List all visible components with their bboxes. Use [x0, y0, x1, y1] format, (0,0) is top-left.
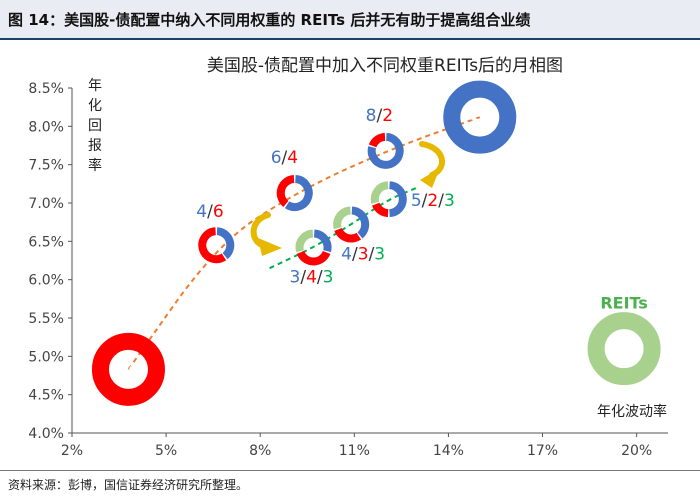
point-label-part: 3 [444, 191, 455, 211]
point-label-part: 3 [323, 267, 334, 287]
x-tick-label: 8% [249, 443, 271, 459]
y-tick-label: 5.0% [28, 349, 64, 365]
footer-divider [0, 470, 700, 471]
x-tick-label: 5% [155, 443, 177, 459]
point-label-part: / [369, 244, 375, 264]
stock-bond-frontier-curve [127, 116, 481, 370]
donut-segment-stock [388, 181, 407, 218]
point-label-part: / [207, 202, 213, 222]
y-axis-label-char: 化 [88, 98, 102, 114]
point-label-part: 5 [411, 191, 422, 211]
y-axis-label-char: 年 [88, 78, 102, 94]
donut-segment-reits [587, 312, 661, 386]
y-tick-label: 5.5% [28, 311, 64, 327]
x-tick-label: 20% [621, 443, 652, 459]
y-axis-label-char: 回 [88, 118, 102, 134]
scatter-chart: 美国股-债配置中加入不同权重REITs后的月相图 4.0% 4.5% 5.0% 5.5%… [28, 56, 668, 459]
x-tick-label: 2% [61, 443, 83, 459]
donut-segment-stock [443, 80, 517, 154]
point-label-part: 3 [374, 244, 385, 264]
reits-frontier-curve [269, 186, 418, 270]
portfolio-donut-3/4/3 [295, 229, 332, 266]
point-label-part: / [282, 148, 288, 168]
point-label-part: 6 [213, 202, 224, 222]
x-tick-label: 17% [527, 443, 558, 459]
donut-segment-stock [351, 206, 370, 239]
point-label-全债: 全债 [115, 362, 141, 378]
y-tick-label: 6.0% [28, 273, 64, 289]
point-label-part: 8 [366, 106, 377, 126]
arrow-head [420, 168, 440, 188]
portfolio-donut-全股 [443, 80, 517, 154]
point-label-3/4/3: 3/4/3 [290, 267, 334, 287]
point-label-part: / [317, 267, 323, 287]
portfolio-donut-4/6 [198, 227, 235, 264]
point-label-6/4: 6/4 [271, 148, 298, 168]
y-tick-label: 8.5% [28, 81, 64, 97]
donut-segment-bond [198, 227, 227, 264]
x-tick-label: 11% [339, 443, 370, 459]
donut-segment-bond [372, 202, 389, 218]
donut-segment-bond [91, 332, 165, 406]
point-label-part: 4 [341, 244, 352, 264]
point-label-4/6: 4/6 [196, 202, 223, 222]
donut-segment-bond [368, 132, 386, 148]
point-label-part: 2 [427, 191, 438, 211]
transition-arrow-left [250, 212, 282, 256]
transition-arrow-right [419, 141, 445, 188]
portfolio-donut-4/3/3 [333, 206, 370, 243]
point-label-part: 4 [287, 148, 298, 168]
point-label-4/3/3: 4/3/3 [341, 244, 385, 264]
donut-segment-reits [295, 229, 314, 253]
donut-segment-reits [370, 181, 389, 204]
point-label-part: 6 [271, 148, 282, 168]
figure-header: 图 14：美国股-债配置中纳入不同用权重的 REITs 后并无有助于提高组合业绩 [0, 0, 700, 40]
donut-segment-stock [367, 132, 404, 169]
source-note: 资料来源：彭博，国信证券经济研究所整理。 [8, 478, 249, 492]
point-label-part: 2 [382, 106, 393, 126]
point-label-part: 4 [196, 202, 207, 222]
y-tick-label: 7.0% [28, 196, 64, 212]
point-label-part: 3 [290, 267, 301, 287]
chart-title: 美国股-债配置中加入不同权重REITs后的月相图 [207, 56, 563, 76]
donut-segment-stock [216, 227, 235, 260]
portfolio-donut-5/2/3 [370, 181, 407, 218]
point-label-part: / [377, 106, 383, 126]
y-tick-label: 4.0% [28, 426, 64, 442]
donut-segment-stock [313, 229, 332, 253]
y-tick-label: 4.5% [28, 388, 64, 404]
donut-segment-reits [333, 206, 352, 230]
reits-point-label: REITs [600, 294, 648, 313]
point-label-part: / [352, 244, 358, 264]
portfolio-donut-全债 [91, 332, 165, 406]
point-label-8/2: 8/2 [366, 106, 393, 126]
y-tick-label: 6.5% [28, 234, 64, 250]
y-tick-label: 7.5% [28, 158, 64, 174]
y-axis-label: 年化回报率 [88, 78, 102, 174]
point-label-全股: 全股 [467, 110, 493, 126]
point-label-part: / [300, 267, 306, 287]
arrow-head [258, 238, 282, 256]
donut-segment-bond [276, 175, 295, 208]
figure-title: 图 14：美国股-债配置中纳入不同用权重的 REITs 后并无有助于提高组合业绩 [8, 11, 531, 29]
y-tick-label: 8.0% [28, 119, 64, 135]
point-label-5/2/3: 5/2/3 [411, 191, 455, 211]
x-axis-label: 年化波动率 [597, 403, 667, 420]
donut-segment-bond [334, 227, 362, 243]
x-tick-label: 14% [433, 443, 464, 459]
portfolio-donut-6/4 [276, 175, 313, 211]
y-axis-label-char: 报 [88, 138, 102, 154]
point-label-part: / [422, 191, 428, 211]
donut-segment-bond [296, 250, 331, 266]
point-label-part: 4 [306, 267, 317, 287]
portfolio-donut-REITs [587, 312, 661, 386]
portfolio-donut-8/2 [367, 132, 404, 169]
point-label-part: / [438, 191, 444, 211]
y-axis-label-char: 率 [88, 157, 102, 174]
point-label-part: 3 [358, 244, 369, 264]
donut-segment-stock [284, 175, 313, 211]
